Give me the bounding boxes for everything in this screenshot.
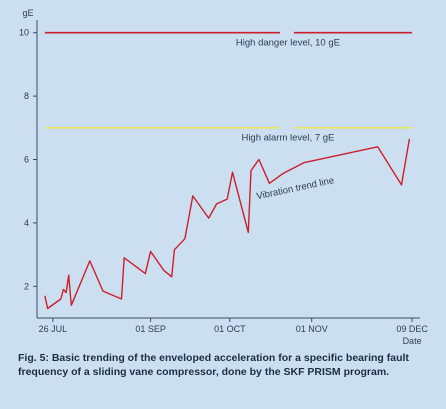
x-tick-label: 01 SEP bbox=[135, 324, 166, 334]
y-tick-label: 4 bbox=[24, 218, 29, 228]
y-tick-label: 10 bbox=[19, 28, 29, 38]
alarm-level-label: High alarm level, 7 gE bbox=[241, 132, 334, 143]
x-tick-label: 01 NOV bbox=[296, 324, 328, 334]
danger-level-label: High danger level, 10 gE bbox=[236, 37, 340, 48]
x-tick-label: 26 JUL bbox=[39, 324, 68, 334]
x-tick-label: 01 OCT bbox=[214, 324, 246, 334]
figure-caption: Fig. 5: Basic trending of the enveloped … bbox=[18, 352, 409, 378]
y-axis-title: gE bbox=[22, 8, 33, 18]
trend-chart: 2 4 6 8 10 gE 26 JUL 01 SEP 01 OCT 01 NOV 09 DEC Da… bbox=[19, 8, 428, 345]
x-axis-title: Date bbox=[403, 336, 422, 345]
y-tick-label: 6 bbox=[24, 154, 29, 164]
vibration-trend-line bbox=[44, 138, 411, 310]
y-tick-label: 8 bbox=[24, 91, 29, 101]
y-tick-label: 2 bbox=[24, 281, 29, 291]
x-tick-label: 09 DEC bbox=[396, 324, 428, 334]
